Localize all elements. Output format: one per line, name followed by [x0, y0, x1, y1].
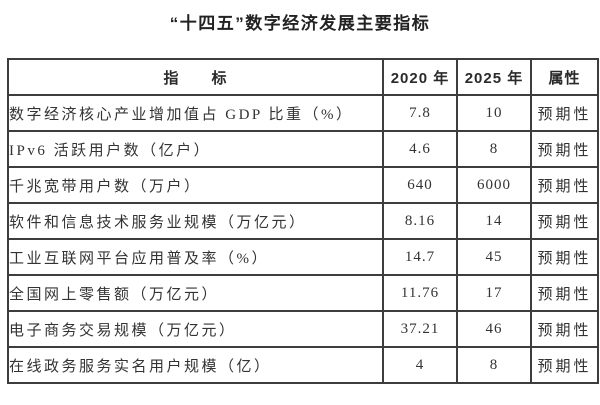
value-2020-cell: 14.7	[382, 238, 458, 276]
value-2020-cell: 4.6	[382, 130, 458, 168]
indicator-cell: 在线政务服务实名用户规模（亿）	[7, 346, 384, 384]
document-page: “十四五”数字经济发展主要指标 指 标 2020 年 2025 年 属性 数字经…	[0, 11, 600, 405]
value-2025-cell: 8	[456, 130, 532, 168]
table-row: 数字经济核心产业增加值占 GDP 比重（%） 7.8 10 预期性	[7, 94, 599, 132]
table-row: 在线政务服务实名用户规模（亿） 4 8 预期性	[7, 346, 599, 384]
header-attr: 属性	[530, 58, 599, 96]
value-2025-cell: 17	[456, 274, 532, 312]
value-2025-cell: 10	[456, 94, 532, 132]
value-2020-cell: 8.16	[382, 202, 458, 240]
table-row: 软件和信息技术服务业规模（万亿元） 8.16 14 预期性	[7, 202, 599, 240]
attribute-cell: 预期性	[530, 166, 599, 204]
table-row: 千兆宽带用户数（万户） 640 6000 预期性	[7, 166, 599, 204]
value-2020-cell: 37.21	[382, 310, 458, 348]
value-2020-cell: 4	[382, 346, 458, 384]
indicator-cell: 工业互联网平台应用普及率（%）	[7, 238, 384, 276]
indicator-cell: IPv6 活跃用户数（亿户）	[7, 130, 384, 168]
indicator-cell: 数字经济核心产业增加值占 GDP 比重（%）	[7, 94, 384, 132]
value-2020-cell: 11.76	[382, 274, 458, 312]
table-row: 工业互联网平台应用普及率（%） 14.7 45 预期性	[7, 238, 599, 276]
attribute-cell: 预期性	[530, 94, 599, 132]
value-2025-cell: 8	[456, 346, 532, 384]
header-2025: 2025 年	[456, 58, 532, 96]
table-row: IPv6 活跃用户数（亿户） 4.6 8 预期性	[7, 130, 599, 168]
value-2020-cell: 7.8	[382, 94, 458, 132]
attribute-cell: 预期性	[530, 202, 599, 240]
header-row: 指 标 2020 年 2025 年 属性	[7, 58, 599, 96]
indicator-cell: 千兆宽带用户数（万户）	[7, 166, 384, 204]
indicator-cell: 全国网上零售额（万亿元）	[7, 274, 384, 312]
value-2025-cell: 14	[456, 202, 532, 240]
indicators-table: 指 标 2020 年 2025 年 属性 数字经济核心产业增加值占 GDP 比重…	[7, 58, 599, 384]
value-2025-cell: 6000	[456, 166, 532, 204]
attribute-cell: 预期性	[530, 346, 599, 384]
value-2020-cell: 640	[382, 166, 458, 204]
indicator-cell: 电子商务交易规模（万亿元）	[7, 310, 384, 348]
attribute-cell: 预期性	[530, 310, 599, 348]
page-title: “十四五”数字经济发展主要指标	[169, 14, 431, 33]
attribute-cell: 预期性	[530, 130, 599, 168]
attribute-cell: 预期性	[530, 238, 599, 276]
header-indicator: 指 标	[7, 58, 384, 96]
attribute-cell: 预期性	[530, 274, 599, 312]
table-row: 电子商务交易规模（万亿元） 37.21 46 预期性	[7, 310, 599, 348]
table-row: 全国网上零售额（万亿元） 11.76 17 预期性	[7, 274, 599, 312]
value-2025-cell: 46	[456, 310, 532, 348]
header-2020: 2020 年	[382, 58, 458, 96]
value-2025-cell: 45	[456, 238, 532, 276]
indicator-cell: 软件和信息技术服务业规模（万亿元）	[7, 202, 384, 240]
